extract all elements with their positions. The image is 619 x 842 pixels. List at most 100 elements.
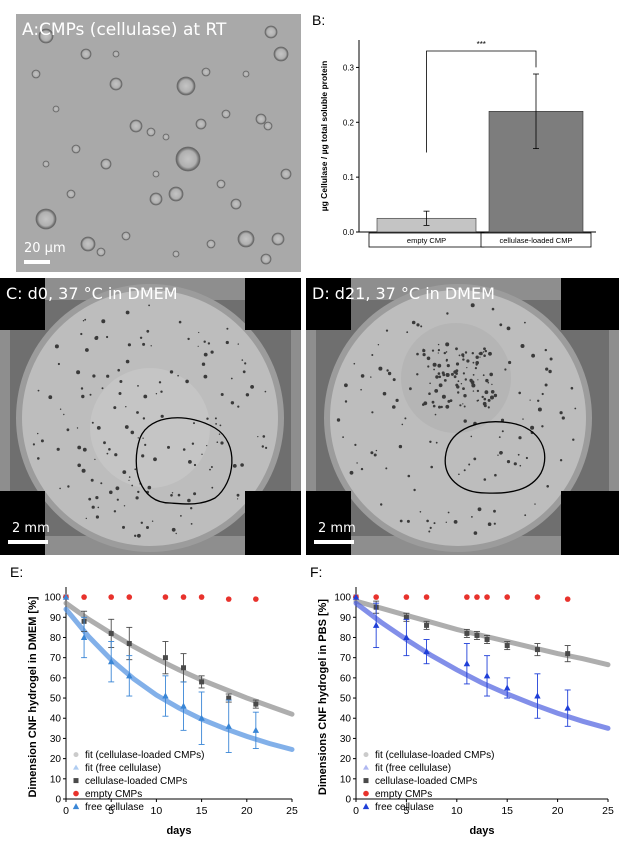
debris-speck [437,363,442,368]
panel-b: B: 0.0 0.1 0.2 0.3 µg Cellulase / µg total s… [306,0,619,276]
y-tick-label: 40 [50,714,62,725]
debris-speck [441,394,446,399]
debris-speck [463,394,467,398]
debris-speck [77,445,82,450]
fit-curve [63,600,295,717]
debris-speck [392,378,396,382]
debris-speck [151,520,154,522]
debris-speck [463,405,466,408]
debris-speck [37,457,40,460]
debris-speck [137,490,140,494]
debris-speck [230,401,235,405]
cell-droplet [230,198,242,210]
x-tick-label: 20 [241,805,253,817]
debris-speck [190,523,193,525]
debris-speck [241,359,244,361]
debris-speck [92,374,96,378]
debris-speck [419,511,422,513]
debris-speck [382,391,387,396]
data-point-triangle [126,672,133,679]
scale-bar-d [314,540,354,544]
cell-droplet [168,186,184,202]
category-label-box [480,232,592,248]
debris-speck [123,505,126,507]
debris-speck [125,310,130,315]
y-tick-label: 10 [50,774,62,785]
debris-speck [544,348,547,352]
debris-speck [479,356,481,358]
debris-speck [541,392,544,396]
debris-speck [143,394,148,399]
debris-speck [206,445,208,447]
chart-b-svg: 0.0 0.1 0.2 0.3 µg Cellulase / µg total solu… [319,40,596,248]
debris-speck [506,460,511,464]
debris-speck [470,435,473,438]
debris-speck [142,342,146,346]
debris-speck [447,399,451,403]
y-tick-label: 0 [345,795,351,806]
y-tick-label: 40 [340,714,352,725]
debris-speck [95,496,99,500]
data-point-triangle [180,702,187,709]
cell-droplet [237,230,255,248]
debris-speck [574,407,577,410]
debris-speck [106,335,109,339]
debris-speck [483,478,487,481]
debris-speck [122,525,125,529]
debris-speck [144,443,147,446]
debris-speck [63,413,65,416]
debris-speck [242,370,246,374]
y-tick-label: 70 [50,653,62,664]
debris-speck [139,336,143,339]
panel-f-label: F: [310,564,323,580]
legend-marker [73,790,79,797]
debris-speck [160,390,163,393]
debris-speck [522,418,524,420]
data-point-triangle [534,692,541,699]
debris-speck [518,436,522,440]
debris-speck [191,442,195,445]
fit-curve [353,600,611,731]
scale-bar-c-label: 2 mm [12,521,50,536]
debris-speck [471,383,474,387]
debris-speck [445,373,450,377]
legend-label: empty CMPs [85,789,142,800]
cell-droplet [66,189,76,199]
debris-speck [404,417,407,420]
debris-speck [435,375,439,379]
debris-speck [453,520,458,524]
debris-speck [407,474,411,478]
cell-droplet [109,77,123,91]
debris-speck [32,443,36,446]
cell-droplet [263,121,273,131]
x-tick-label: 25 [602,805,614,817]
legend-label: free cellulase [85,802,144,813]
debris-speck [187,498,191,503]
debris-speck [401,423,404,426]
debris-speck [455,347,458,351]
data-point-triangle [225,722,232,729]
debris-speck [101,319,106,324]
debris-speck [82,320,85,322]
legend-marker [363,752,369,758]
debris-speck [443,379,447,382]
data-point-circle [126,594,133,600]
panel-b-label: B: [312,12,326,28]
cell-droplet [162,133,170,141]
debris-speck [416,352,419,356]
debris-speck [142,417,146,420]
cell-droplet [52,105,60,113]
y-tick-label: 60 [340,673,352,684]
debris-speck [225,340,229,345]
panel-e: E: 0 10 20 30 40 50 60 70 80 90 100 0 5 10 15 20 25 days D… [0,556,306,837]
debris-speck [185,379,189,384]
debris-speck [430,465,433,469]
debris-speck [549,357,553,361]
legend-label: empty CMPs [375,789,432,800]
debris-speck [506,326,511,331]
debris-speck [459,404,462,407]
y-tick-label: 90 [50,613,62,624]
data-point-triangle [162,692,169,699]
debris-speck [250,385,255,389]
debris-speck [416,323,420,327]
